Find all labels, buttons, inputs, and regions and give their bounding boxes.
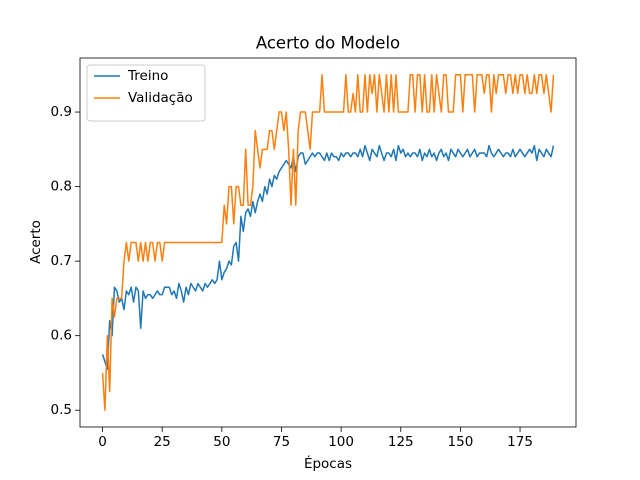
y-tick-label: 0.8 <box>51 179 72 195</box>
legend-label: Treino <box>127 68 168 84</box>
y-axis-label: Acerto <box>28 220 44 264</box>
x-tick-label: 0 <box>98 434 107 450</box>
x-tick-label: 100 <box>328 434 354 450</box>
x-tick-label: 125 <box>388 434 414 450</box>
x-tick-label: 175 <box>507 434 533 450</box>
x-tick-label: 50 <box>213 434 230 450</box>
y-tick-label: 0.7 <box>51 253 72 269</box>
y-tick-label: 0.5 <box>51 402 72 418</box>
axes-frame <box>79 57 577 428</box>
legend-box <box>86 64 206 122</box>
chart-title: Acerto do Modelo <box>256 34 400 53</box>
legend-label: Validação <box>128 90 193 106</box>
legend: Treino Validação <box>86 64 206 122</box>
y-tick-label: 0.9 <box>51 104 72 120</box>
line-series <box>101 74 555 411</box>
x-tick-label: 150 <box>448 434 474 450</box>
x-tick-label: 75 <box>273 434 290 450</box>
line-series <box>101 144 555 370</box>
y-tick-label: 0.6 <box>51 328 72 344</box>
x-axis-label: Épocas <box>304 455 352 472</box>
x-tick-label: 25 <box>154 434 171 450</box>
